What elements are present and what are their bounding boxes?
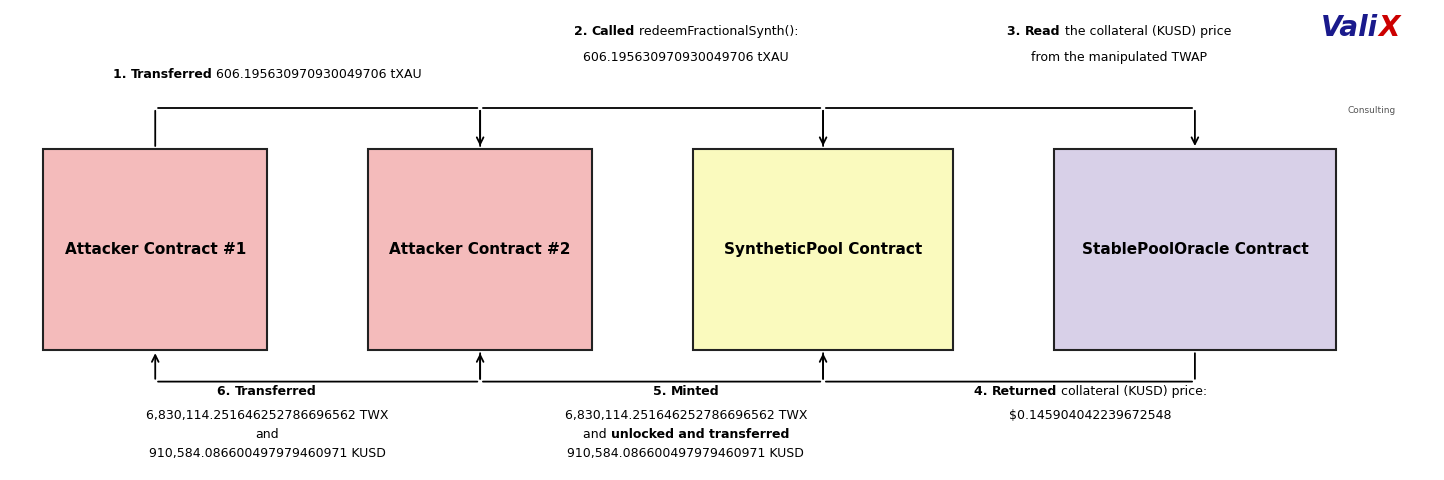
Text: Vali: Vali (1321, 14, 1379, 42)
Bar (43, 149, 267, 350)
Bar (368, 149, 592, 350)
Text: Attacker Contract #1: Attacker Contract #1 (65, 242, 245, 257)
Text: 6,830,114.251646252786696562 TWX: 6,830,114.251646252786696562 TWX (565, 408, 807, 422)
Text: Read: Read (1025, 24, 1060, 38)
Text: 2.: 2. (573, 24, 592, 38)
Bar (693, 149, 953, 350)
Text: Consulting: Consulting (1347, 106, 1396, 115)
Text: 910,584.086600497979460971 KUSD: 910,584.086600497979460971 KUSD (567, 447, 804, 460)
Text: 3.: 3. (1008, 24, 1025, 38)
Text: the collateral (KUSD) price: the collateral (KUSD) price (1060, 24, 1230, 38)
Text: 1.: 1. (113, 68, 130, 81)
Text: 6,830,114.251646252786696562 TWX: 6,830,114.251646252786696562 TWX (146, 408, 388, 422)
Text: 910,584.086600497979460971 KUSD: 910,584.086600497979460971 KUSD (149, 447, 386, 460)
Text: Attacker Contract #2: Attacker Contract #2 (390, 242, 570, 257)
Text: redeemFractionalSynth():: redeemFractionalSynth(): (635, 24, 799, 38)
Text: 6.: 6. (218, 384, 235, 398)
Text: Returned: Returned (992, 384, 1057, 398)
Text: unlocked and transferred: unlocked and transferred (611, 428, 788, 441)
Text: Transferred: Transferred (235, 384, 316, 398)
Text: $0.145904042239672548: $0.145904042239672548 (1009, 408, 1171, 422)
Text: 606.195630970930049706 tXAU: 606.195630970930049706 tXAU (583, 51, 788, 64)
Text: Transferred: Transferred (130, 68, 212, 81)
Text: 4.: 4. (973, 384, 992, 398)
Text: collateral (KUSD) price:: collateral (KUSD) price: (1057, 384, 1207, 398)
Text: from the manipulated TWAP: from the manipulated TWAP (1031, 51, 1207, 64)
Text: SyntheticPool Contract: SyntheticPool Contract (723, 242, 923, 257)
Text: 5.: 5. (653, 384, 670, 398)
Text: Minted: Minted (670, 384, 719, 398)
Text: StablePoolOracle Contract: StablePoolOracle Contract (1082, 242, 1308, 257)
Text: 606.195630970930049706 tXAU: 606.195630970930049706 tXAU (212, 68, 422, 81)
Bar (1054, 149, 1336, 350)
Text: X: X (1379, 14, 1399, 42)
Text: and: and (583, 428, 611, 441)
Text: Called: Called (592, 24, 635, 38)
Text: and: and (256, 428, 279, 441)
